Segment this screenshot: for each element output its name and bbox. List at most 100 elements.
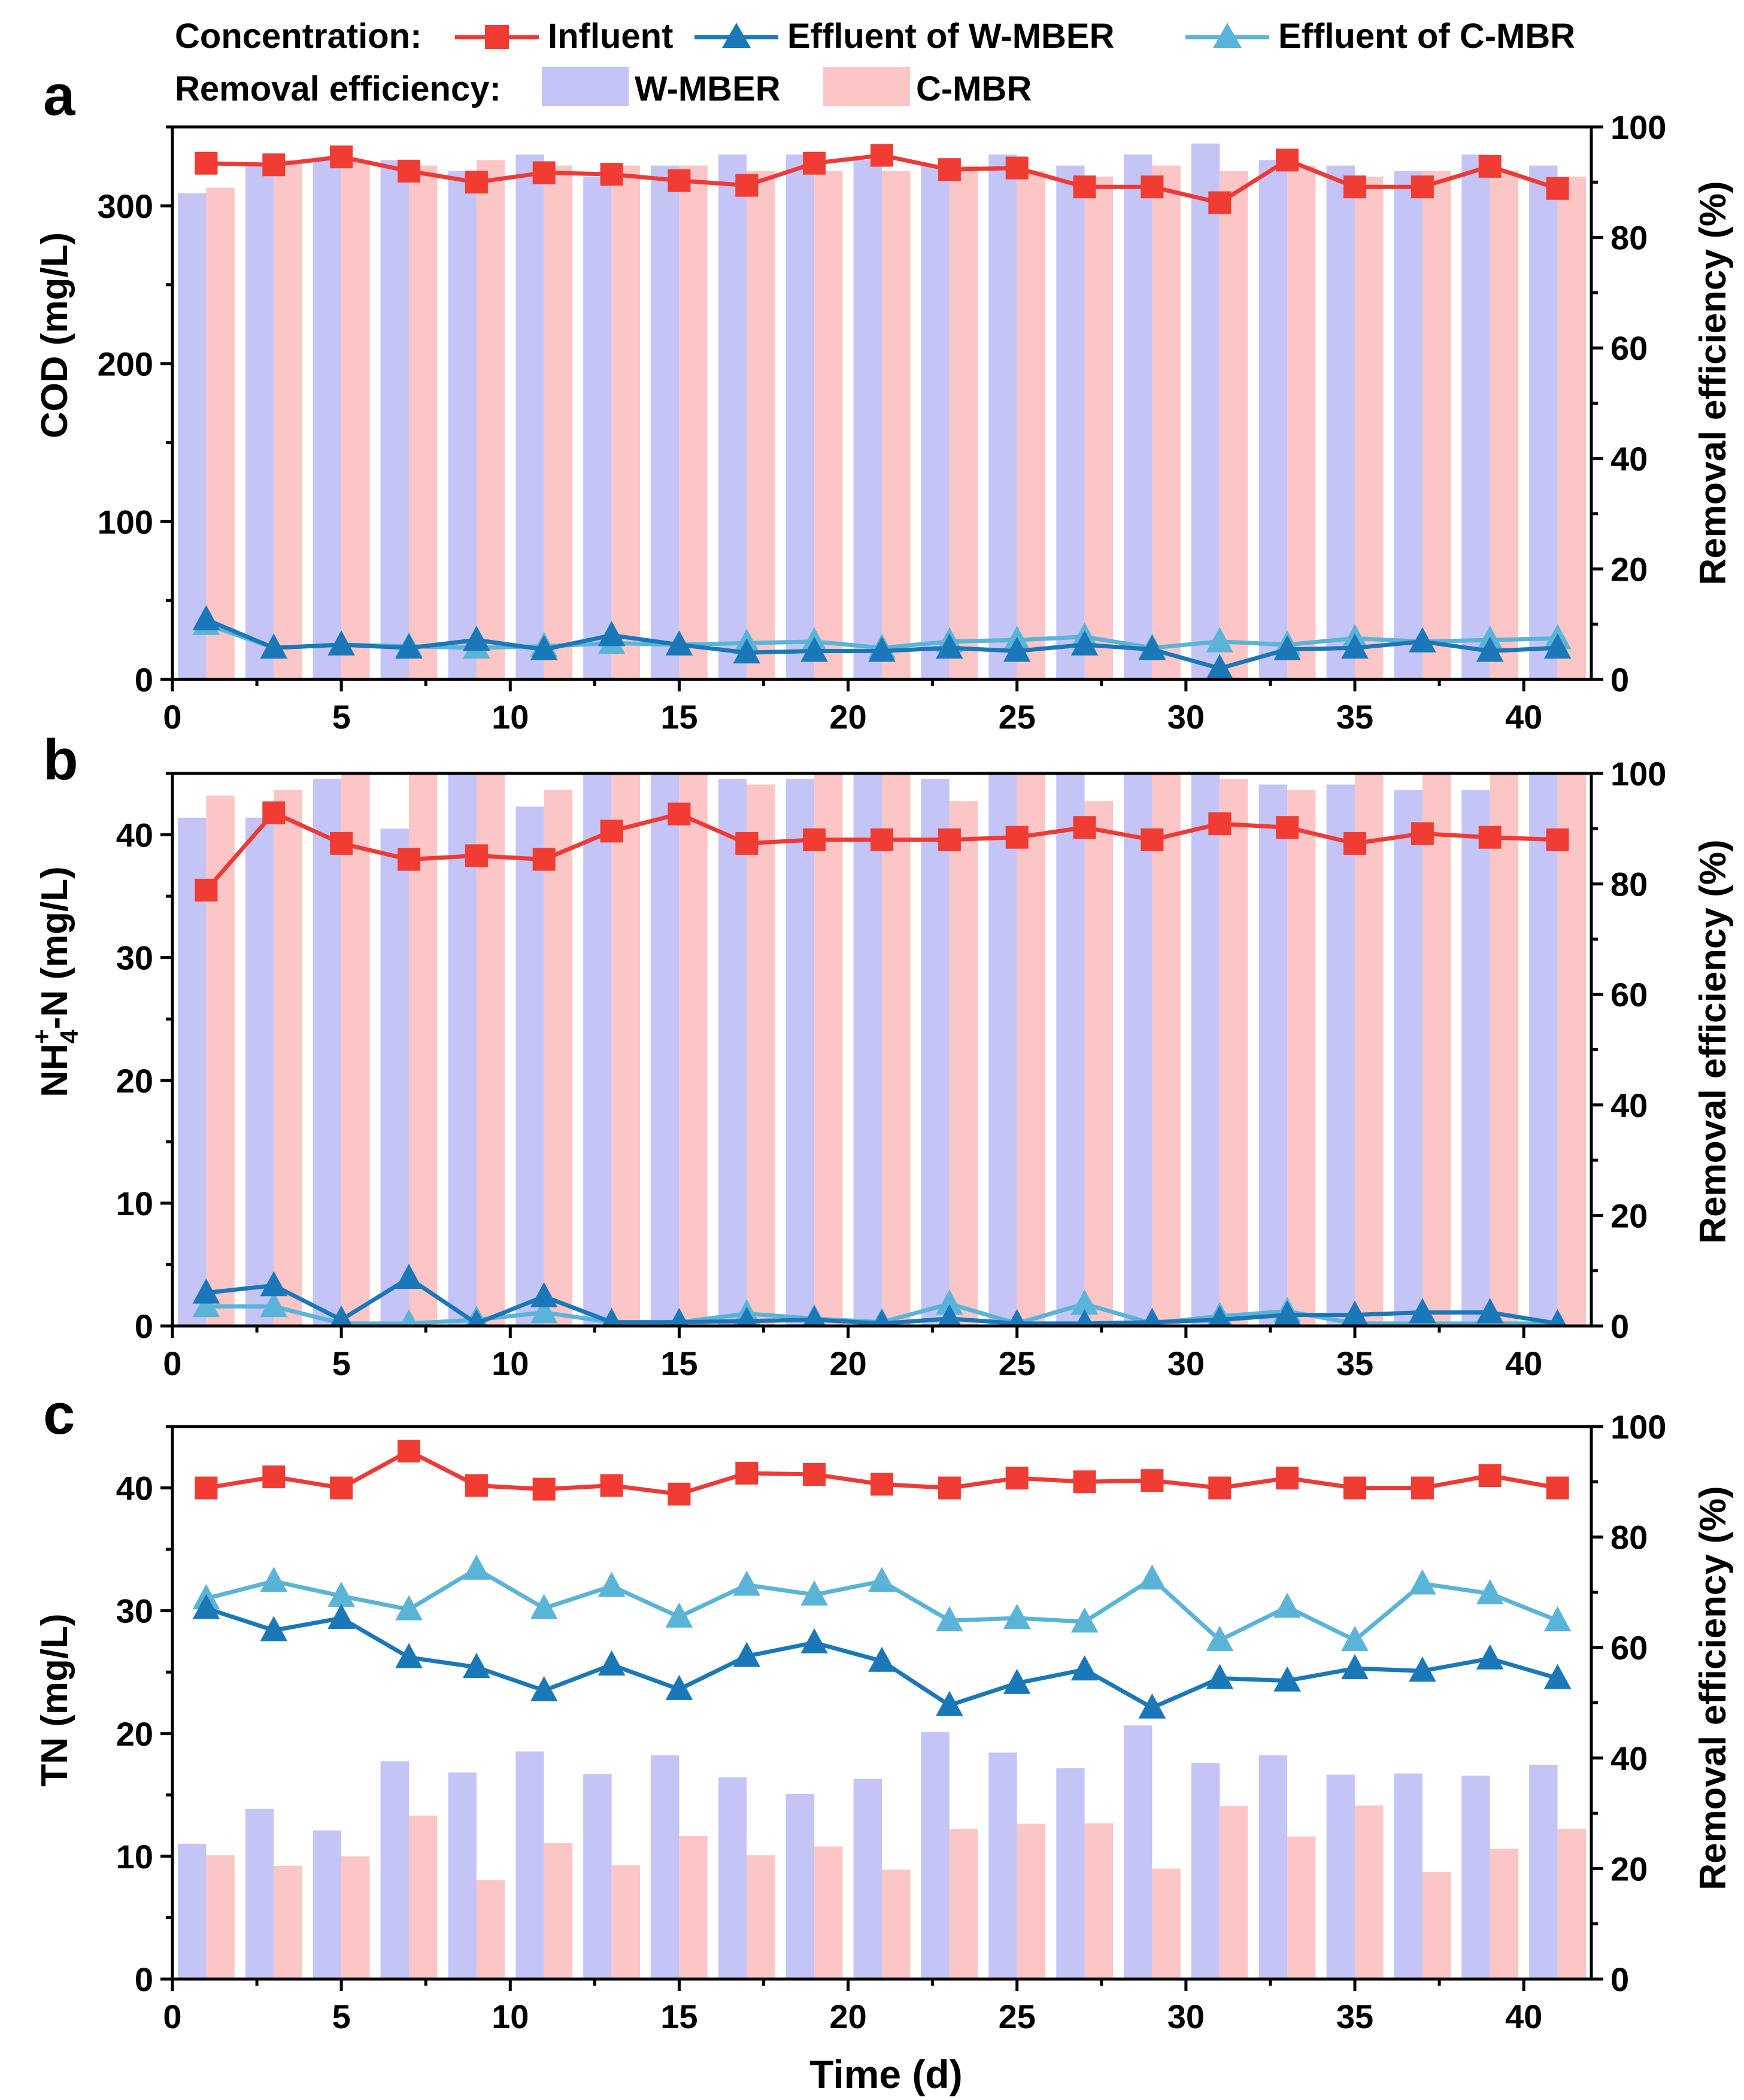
panel-c-marker-effluent-wmber [260, 1616, 288, 1641]
panel-b-marker-influent [1073, 816, 1096, 839]
panel-c-marker-effluent-cmbr [1476, 1579, 1504, 1604]
panel-c-bar-cmbr [1220, 1806, 1248, 1979]
panel-a-marker-influent [195, 151, 218, 175]
panel-b-marker-influent [668, 802, 691, 826]
panel-c-bar-wmber [1056, 1768, 1085, 1979]
panel-c-marker-effluent-cmbr [1206, 1625, 1234, 1651]
legend-effluent-wmber-text: Effluent of W-MBER [787, 17, 1115, 56]
panel-a-xtick-label: 30 [1167, 698, 1205, 736]
panel-c-bar-cmbr [544, 1843, 573, 1979]
panel-b-xtick-label: 0 [163, 1345, 181, 1382]
panel-a-ytick-label: 200 [98, 345, 153, 383]
panel-a-bar-wmber [853, 160, 882, 679]
panel-c-marker-effluent-cmbr [530, 1594, 558, 1619]
panel-b-bar-wmber [1258, 784, 1288, 1326]
panel-a-xtick-label: 20 [829, 698, 866, 736]
panel-a-marker-effluent-wmber [733, 638, 761, 664]
panel-b-marker-influent [465, 844, 488, 867]
panel-c-ytick-label: 10 [116, 1838, 153, 1876]
panel-c-bar-cmbr [1152, 1868, 1181, 1979]
panel-a-marker-influent [398, 159, 420, 183]
panel-c-marker-effluent-cmbr [260, 1567, 288, 1592]
panel-b-bar-cmbr [611, 773, 640, 1326]
panel-a-marker-influent [938, 158, 961, 181]
panel-b-bar-cmbr [679, 773, 708, 1326]
panel-b-marker-effluent-wmber [1208, 1305, 1231, 1326]
panel-a-bars [178, 143, 1586, 679]
panel-c-marker-effluent-cmbr [1138, 1564, 1166, 1590]
panel-a-bar-wmber [785, 154, 815, 679]
panel-a-bar-cmbr [409, 165, 438, 679]
panel-c-ytick-label: 0 [135, 1961, 153, 1998]
legend-cmbr-text: C-MBR [916, 69, 1032, 108]
panel-c-bar-wmber [651, 1755, 680, 1979]
panel-c-marker-influent [330, 1476, 353, 1500]
panel-a-marker-effluent-wmber [1476, 636, 1504, 662]
panel-c-marker-influent [600, 1474, 623, 1497]
panel-a-marker-effluent-wmber [395, 633, 423, 659]
panel-b-bar-wmber [313, 779, 342, 1326]
panel-c-bar-cmbr [814, 1846, 843, 1979]
panel-c-marker-effluent-cmbr [800, 1580, 828, 1606]
panel-b-marker-influent [735, 831, 759, 855]
panel-c-marker-influent [938, 1476, 961, 1500]
panel-a-xtick-label: 35 [1336, 698, 1373, 736]
panel-a-marker-effluent-wmber [463, 626, 490, 651]
panel-b-bar-cmbr [544, 790, 573, 1326]
x-axis-title: Time (d) [809, 2052, 962, 2096]
panel-a-bar-cmbr [679, 165, 708, 679]
panel-b-marker-influent [803, 828, 826, 851]
panel-c-bar-cmbr [611, 1865, 640, 1979]
panel-b-bar-cmbr [882, 773, 911, 1326]
panel-b-bar-wmber [515, 806, 544, 1326]
panel-b-bar-wmber [1326, 784, 1355, 1326]
panel-a-marker-influent [871, 144, 893, 167]
panel-b-ylabel: NH4+-N (mg/L) [28, 866, 83, 1097]
panel-b-bar-cmbr [949, 801, 978, 1326]
panel-b-y2tick-label: 20 [1610, 1197, 1648, 1234]
panel-a-bar-wmber [1056, 165, 1085, 679]
panel-a-marker-influent [1276, 148, 1299, 172]
panel-a-bar-wmber [651, 165, 680, 679]
panel-a-bar-cmbr [476, 160, 505, 679]
panel-c-xtick-label: 25 [999, 1998, 1036, 2035]
panel-b-bar-wmber [651, 773, 680, 1326]
panel-c-marker-influent [262, 1465, 286, 1489]
panel-c-bar-wmber [718, 1777, 747, 1979]
legend-effluent-cmbr-marker [1213, 23, 1242, 48]
panel-c-marker-effluent-cmbr [1543, 1606, 1572, 1632]
panel-a-bar-wmber [515, 154, 544, 679]
panel-a-y2tick-label: 100 [1610, 108, 1666, 146]
panel-c-bar-wmber [245, 1808, 274, 1979]
panel-c-bar-cmbr [476, 1880, 505, 1979]
panel-c-bar-cmbr [341, 1856, 370, 1979]
panel-c-marker-effluent-cmbr [665, 1602, 693, 1628]
panel-c-bar-cmbr [679, 1835, 708, 1979]
panel-b-ytick-label: 0 [135, 1307, 153, 1345]
panel-a-axes: 0 100 200 300 0 20 40 60 80 100 0 5 10 15 20 25 30 35 40 [98, 108, 1667, 736]
panel-b-marker-influent [1343, 831, 1366, 855]
panel-a-marker-influent [1141, 175, 1164, 199]
panel-c-bar-wmber [1124, 1725, 1152, 1979]
panel-b-bar-wmber [245, 817, 274, 1326]
panel-a-bar-cmbr [882, 171, 911, 679]
panel-b-marker-effluent-wmber [395, 1264, 423, 1289]
panel-b-y2tick-label: 0 [1610, 1307, 1629, 1345]
panel-b-bar-cmbr [1490, 773, 1519, 1326]
panel-a-marker-influent [262, 153, 286, 177]
panel-b-marker-influent [600, 820, 623, 843]
panel-a-marker-effluent-wmber [530, 635, 558, 660]
panel-b-bar-wmber [1529, 773, 1558, 1326]
panel-c-marker-influent [1141, 1469, 1164, 1492]
panel-b-bar-cmbr [1557, 773, 1586, 1326]
panel-b-marker-influent [262, 801, 286, 824]
panel-b-axes: 0 10 20 30 40 0 20 40 60 80 100 0 5 10 15 20 25 30 35 40 [116, 755, 1667, 1382]
panel-a-bar-cmbr [949, 165, 978, 679]
panel-c-marker-effluent-wmber [395, 1643, 423, 1668]
panel-b-y2tick-label: 60 [1610, 976, 1648, 1013]
panel-c-marker-influent [1073, 1470, 1096, 1494]
panel-a-ytick-label: 100 [98, 503, 153, 541]
panel-b-y2tick-label: 100 [1610, 755, 1666, 793]
panel-b-bar-cmbr [1152, 773, 1181, 1326]
